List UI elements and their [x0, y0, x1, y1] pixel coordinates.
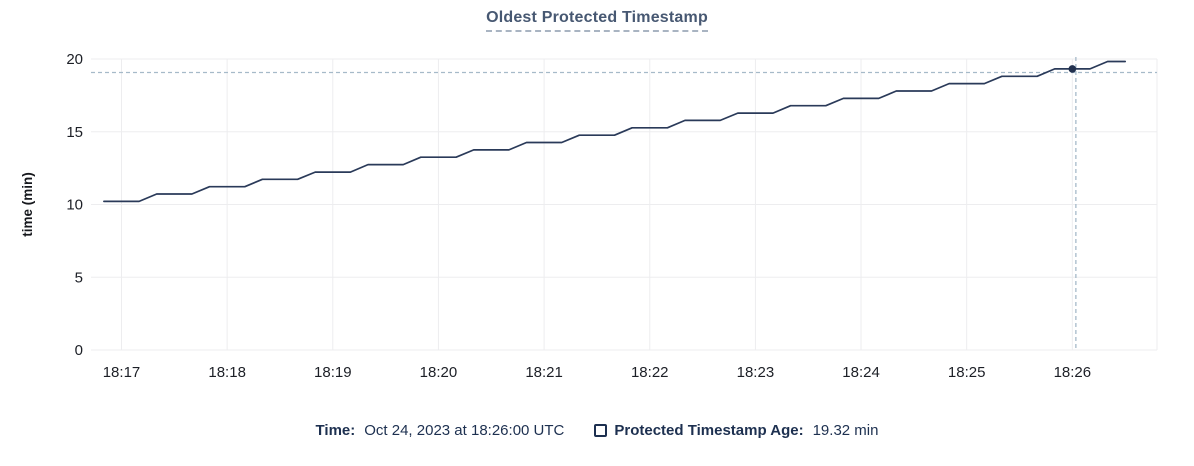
hover-time-label: Time: [315, 422, 356, 439]
x-tick-label: 18:23 [737, 364, 775, 381]
y-tick-label: 15 [66, 124, 83, 141]
x-tick-label: 18:21 [525, 364, 563, 381]
x-tick-label: 18:17 [103, 364, 141, 381]
series-label: Protected Timestamp Age: [614, 422, 804, 439]
x-tick-label: 18:22 [631, 364, 669, 381]
x-tick-label: 18:25 [948, 364, 986, 381]
y-tick-label: 10 [66, 197, 83, 214]
series-value: 19.32 min [812, 422, 879, 439]
chart-canvas[interactable]: 0 5 10 15 20 18:17 18:18 18:19 18:20 18:21 18:22 18… [0, 0, 1194, 400]
y-tick-label: 5 [75, 269, 83, 286]
x-tick-label: 18:19 [314, 364, 352, 381]
x-tick-label: 18:18 [208, 364, 246, 381]
y-tick-label: 20 [66, 51, 83, 68]
chart-title-row: Oldest Protected Timestamp [0, 9, 1194, 32]
hover-time-value: Oct 24, 2023 at 18:26:00 UTC [364, 422, 565, 439]
hover-point-dot [1068, 65, 1077, 73]
series-checkbox[interactable] [594, 424, 608, 437]
chart-hover-legend: Time: Oct 24, 2023 at 18:26:00 UTC Prote… [0, 422, 1194, 439]
x-tick-label: 18:20 [420, 364, 458, 381]
hover-time-readout: Time: Oct 24, 2023 at 18:26:00 UTC [316, 422, 565, 439]
series-line [103, 60, 1127, 203]
chart-title[interactable]: Oldest Protected Timestamp [486, 9, 708, 32]
legend-series-toggle[interactable]: Protected Timestamp Age: 19.32 min [594, 422, 878, 439]
x-tick-label: 18:26 [1054, 364, 1092, 381]
y-tick-label: 0 [75, 342, 83, 359]
x-tick-label: 18:24 [842, 364, 880, 381]
y-axis-label: time (min) [20, 172, 35, 237]
